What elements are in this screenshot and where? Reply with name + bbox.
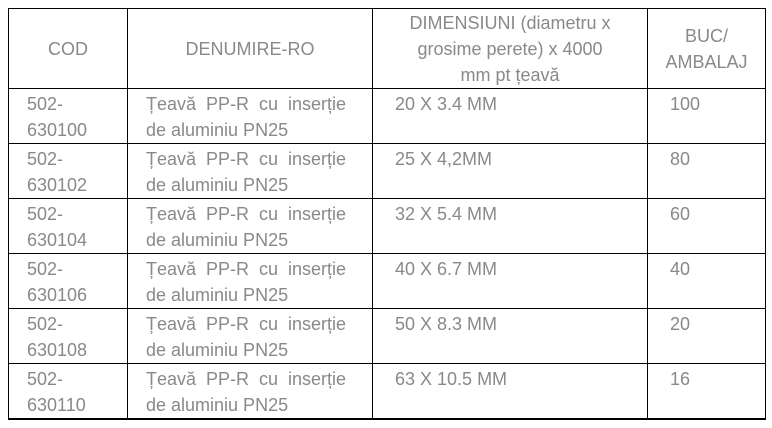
table-body: 502-630100 Țeavă PP-R cu inserție de alum… bbox=[8, 88, 766, 420]
column-header-cod: COD bbox=[8, 8, 128, 89]
cell-cod: 502-630108 bbox=[8, 308, 128, 364]
cell-dimensiuni: 63 X 10.5 MM bbox=[372, 363, 648, 420]
table-row: 502-630106 Țeavă PP-R cu inserție de alum… bbox=[8, 253, 766, 309]
cell-dimensiuni: 20 X 3.4 MM bbox=[372, 88, 648, 144]
cell-buc: 40 bbox=[647, 253, 766, 309]
column-header-dimensiuni-label: DIMENSIUNI (diametru x grosime perete) x… bbox=[409, 12, 611, 85]
column-header-denumire: DENUMIRE-RO bbox=[127, 8, 373, 89]
table-row: 502-630110 Țeavă PP-R cu inserție de alum… bbox=[8, 363, 766, 420]
column-header-dimensiuni: DIMENSIUNI (diametru x grosime perete) x… bbox=[372, 8, 648, 89]
product-table: COD DENUMIRE-RO DIMENSIUNI (diametru x g… bbox=[8, 8, 766, 420]
cell-denumire: Țeavă PP-R cu inserție de aluminiu PN25 bbox=[127, 88, 373, 144]
cell-cod: 502-630110 bbox=[8, 363, 128, 420]
cell-denumire: Țeavă PP-R cu inserție de aluminiu PN25 bbox=[127, 253, 373, 309]
cell-buc: 60 bbox=[647, 198, 766, 254]
cell-buc: 16 bbox=[647, 363, 766, 420]
table-row: 502-630100 Țeavă PP-R cu inserție de alum… bbox=[8, 88, 766, 144]
column-header-buc-label: BUC/ AMBALAJ bbox=[665, 25, 748, 72]
cell-buc: 80 bbox=[647, 143, 766, 199]
cell-dimensiuni: 40 X 6.7 MM bbox=[372, 253, 648, 309]
cell-denumire: Țeavă PP-R cu inserție de aluminiu PN25 bbox=[127, 363, 373, 420]
cell-dimensiuni: 50 X 8.3 MM bbox=[372, 308, 648, 364]
cell-cod: 502-630104 bbox=[8, 198, 128, 254]
table-row: 502-630108 Țeavă PP-R cu inserție de alum… bbox=[8, 308, 766, 364]
table-row: 502-630102 Țeavă PP-R cu inserție de alum… bbox=[8, 143, 766, 199]
cell-denumire: Țeavă PP-R cu inserție de aluminiu PN25 bbox=[127, 143, 373, 199]
cell-cod: 502-630106 bbox=[8, 253, 128, 309]
table-header: COD DENUMIRE-RO DIMENSIUNI (diametru x g… bbox=[8, 8, 766, 89]
cell-denumire: Țeavă PP-R cu inserție de aluminiu PN25 bbox=[127, 198, 373, 254]
column-header-cod-label: COD bbox=[48, 38, 88, 59]
column-header-denumire-label: DENUMIRE-RO bbox=[185, 38, 315, 59]
column-header-buc: BUC/ AMBALAJ bbox=[647, 8, 766, 89]
cell-cod: 502-630100 bbox=[8, 88, 128, 144]
cell-dimensiuni: 25 X 4,2MM bbox=[372, 143, 648, 199]
table-row: 502-630104 Țeavă PP-R cu inserție de alum… bbox=[8, 198, 766, 254]
cell-denumire: Țeavă PP-R cu inserție de aluminiu PN25 bbox=[127, 308, 373, 364]
cell-buc: 100 bbox=[647, 88, 766, 144]
cell-buc: 20 bbox=[647, 308, 766, 364]
cell-dimensiuni: 32 X 5.4 MM bbox=[372, 198, 648, 254]
cell-cod: 502-630102 bbox=[8, 143, 128, 199]
header-row: COD DENUMIRE-RO DIMENSIUNI (diametru x g… bbox=[8, 8, 766, 89]
